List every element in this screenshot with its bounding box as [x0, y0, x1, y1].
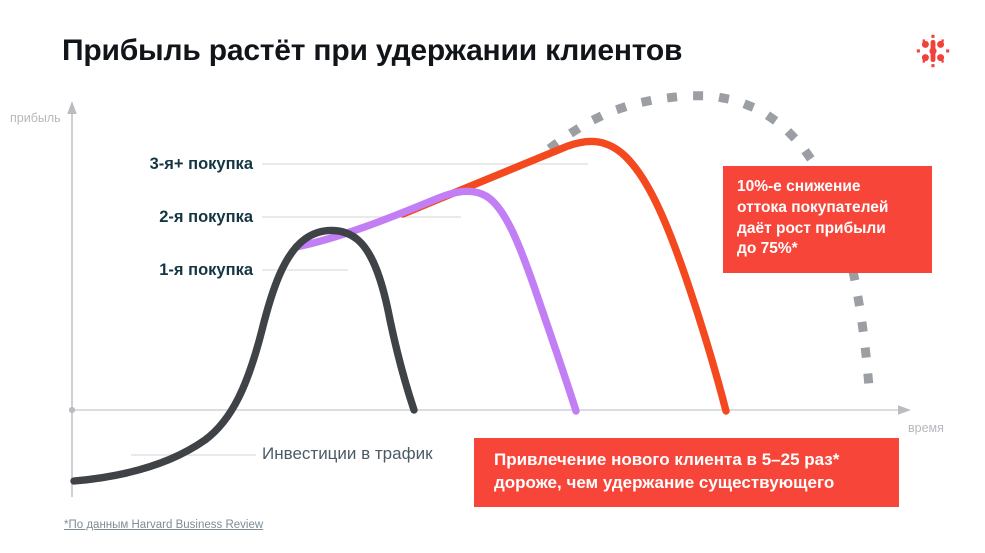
y-axis-title: прибыль: [10, 111, 61, 125]
curve-first-purchase: [70, 226, 418, 485]
page-title: Прибыль растёт при удержании клиентов: [62, 34, 683, 67]
acquisition-callout-line-1: Привлечение нового клиента в 5–25 раз*: [494, 450, 840, 469]
acquisition-callout: Привлечение нового клиента в 5–25 раз* д…: [474, 438, 899, 507]
source-footnote: *По данным Harvard Business Review: [64, 519, 264, 531]
curve-label-first-purchase: 1-я покупка: [159, 261, 253, 279]
curve-label-third-purchase: 3-я+ покупка: [149, 155, 253, 173]
acquisition-callout-line-2: дороже, чем удержание существующего: [494, 473, 835, 493]
curve-third-purchase: [399, 137, 730, 415]
retention-callout-line-3: даёт рост прибыли: [737, 219, 886, 237]
x-axis: [68, 405, 911, 415]
curve-label-traffic-investment: Инвестиции в трафик: [262, 444, 433, 463]
curve-second-purchase: [292, 187, 580, 415]
retention-callout-line-4: до 75%*: [737, 240, 798, 258]
retention-callout: 10%-е снижение оттока покупателей даёт р…: [723, 166, 932, 274]
curve-label-second-purchase: 2-я покупка: [159, 208, 253, 226]
kokoc-asterisk-logo-icon: [916, 34, 950, 68]
y-axis: [67, 101, 77, 497]
x-axis-title: время: [908, 421, 944, 435]
label-leader-lines: [131, 163, 588, 456]
retention-callout-line-2: оттока покупателей: [737, 198, 889, 216]
retention-callout-line-1: 10%-е снижение: [737, 178, 861, 195]
